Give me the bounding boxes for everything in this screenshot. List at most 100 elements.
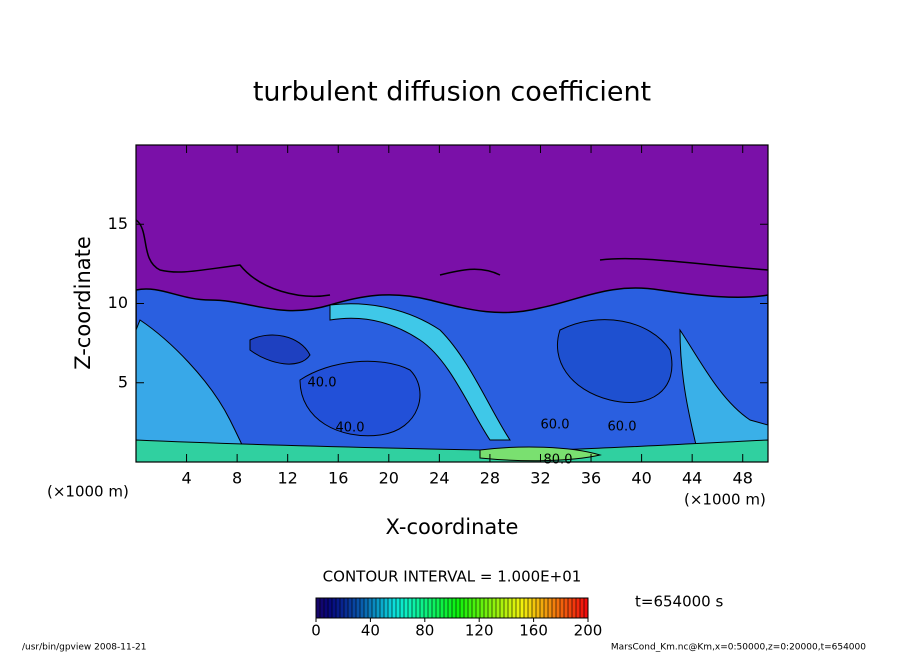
colorbar-swatch xyxy=(348,598,352,618)
x-tick-label: 4 xyxy=(181,469,191,488)
colorbar-swatch xyxy=(332,598,336,618)
colorbar-swatch xyxy=(500,598,504,618)
x-unit-label: (×1000 m) xyxy=(47,483,129,501)
colorbar-swatch xyxy=(452,598,456,618)
colorbar-swatch xyxy=(396,598,400,618)
colorbar-swatch xyxy=(520,598,524,618)
x-tick-label: 28 xyxy=(480,469,500,488)
colorbar-swatch xyxy=(436,598,440,618)
colorbar-swatch xyxy=(516,598,520,618)
colorbar-frame xyxy=(315,597,589,619)
contour-label: 60.0 xyxy=(541,418,570,433)
colorbar-swatch xyxy=(496,598,500,618)
colorbar-swatch xyxy=(492,598,496,618)
x-tick-label: 12 xyxy=(278,469,298,488)
colorbar-swatch xyxy=(460,598,464,618)
colorbar-swatch xyxy=(384,598,388,618)
colorbar-tick-label: 0 xyxy=(311,622,321,640)
colorbar-tick-label: 120 xyxy=(465,622,494,640)
colorbar-swatch xyxy=(524,598,528,618)
colorbar-swatch xyxy=(316,598,320,618)
colorbar-swatch xyxy=(408,598,412,618)
contour-label: 80.0 xyxy=(544,453,573,468)
footer-right: MarsCond_Km.nc@Km,x=0:50000,z=0:20000,t=… xyxy=(611,643,866,653)
colorbar-swatch xyxy=(584,598,588,618)
colorbar-swatch xyxy=(464,598,468,618)
colorbar-swatch xyxy=(468,598,472,618)
colorbar-swatch xyxy=(560,598,564,618)
colorbar-swatch xyxy=(328,598,332,618)
colorbar-swatch xyxy=(428,598,432,618)
colorbar-swatch xyxy=(412,598,416,618)
colorbar-swatch xyxy=(416,598,420,618)
x-tick-label: 36 xyxy=(581,469,601,488)
colorbar-swatch xyxy=(564,598,568,618)
contour-label: 40.0 xyxy=(308,376,337,391)
colorbar-swatch xyxy=(400,598,404,618)
colorbar-swatch xyxy=(376,598,380,618)
colorbar-swatch xyxy=(544,598,548,618)
colorbar-swatch xyxy=(336,598,340,618)
colorbar-swatch xyxy=(404,598,408,618)
x-tick-label: 20 xyxy=(379,469,399,488)
colorbar-swatch xyxy=(540,598,544,618)
x-tick-label: 24 xyxy=(429,469,449,488)
contour-label: 60.0 xyxy=(608,420,637,435)
colorbar-swatch xyxy=(508,598,512,618)
x-tick-label: 32 xyxy=(530,469,550,488)
colorbar-swatch xyxy=(364,598,368,618)
contour-field xyxy=(136,145,768,462)
colorbar-tick-label: 80 xyxy=(415,622,434,640)
x-tick-label: 40 xyxy=(631,469,651,488)
colorbar-swatch xyxy=(448,598,452,618)
chart-title: turbulent diffusion coefficient xyxy=(253,77,651,108)
contour-interval: CONTOUR INTERVAL = 1.000E+01 xyxy=(323,568,582,586)
colorbar-swatch xyxy=(580,598,584,618)
footer-left: /usr/bin/gpview 2008-11-21 xyxy=(22,643,146,653)
colorbar-swatch xyxy=(440,598,444,618)
colorbar-swatch xyxy=(528,598,532,618)
colorbar-tick-label: 160 xyxy=(519,622,548,640)
x-tick-label: 8 xyxy=(232,469,242,488)
colorbar-swatch xyxy=(344,598,348,618)
colorbar-swatch xyxy=(420,598,424,618)
x-tick-label: 44 xyxy=(682,469,702,488)
colorbar-swatch xyxy=(372,598,376,618)
x-unit-label: (×1000 m) xyxy=(684,491,766,509)
colorbar-swatch xyxy=(512,598,516,618)
colorbar-swatch xyxy=(320,598,324,618)
colorbar-swatch xyxy=(552,598,556,618)
colorbar-swatch xyxy=(360,598,364,618)
colorbar-swatch xyxy=(368,598,372,618)
colorbar-swatch xyxy=(536,598,540,618)
colorbar-swatch xyxy=(380,598,384,618)
colorbar-swatch xyxy=(424,598,428,618)
colorbar-swatch xyxy=(388,598,392,618)
colorbar-swatch xyxy=(556,598,560,618)
colorbar-swatch xyxy=(472,598,476,618)
colorbar-swatch xyxy=(444,598,448,618)
colorbar-swatch xyxy=(324,598,328,618)
colorbar-swatch xyxy=(548,598,552,618)
colorbar-tick-label: 200 xyxy=(574,622,603,640)
colorbar-swatch xyxy=(476,598,480,618)
x-axis-label: X-coordinate xyxy=(386,515,519,539)
y-tick-label: 15 xyxy=(108,214,128,233)
colorbar-swatch xyxy=(572,598,576,618)
y-tick-label: 5 xyxy=(118,372,128,391)
colorbar-swatch xyxy=(576,598,580,618)
colorbar-swatch xyxy=(456,598,460,618)
y-tick-label: 10 xyxy=(108,293,128,312)
colorbar-swatch xyxy=(504,598,508,618)
colorbar-swatch xyxy=(356,598,360,618)
contour-label: 40.0 xyxy=(336,421,365,436)
time-label: t=654000 s xyxy=(635,593,723,611)
colorbar-swatch xyxy=(568,598,572,618)
colorbar-tick-label: 40 xyxy=(361,622,380,640)
colorbar-swatch xyxy=(432,598,436,618)
colorbar-swatch xyxy=(488,598,492,618)
colorbar-swatch xyxy=(340,598,344,618)
colorbar xyxy=(315,598,588,618)
colorbar-swatch xyxy=(392,598,396,618)
